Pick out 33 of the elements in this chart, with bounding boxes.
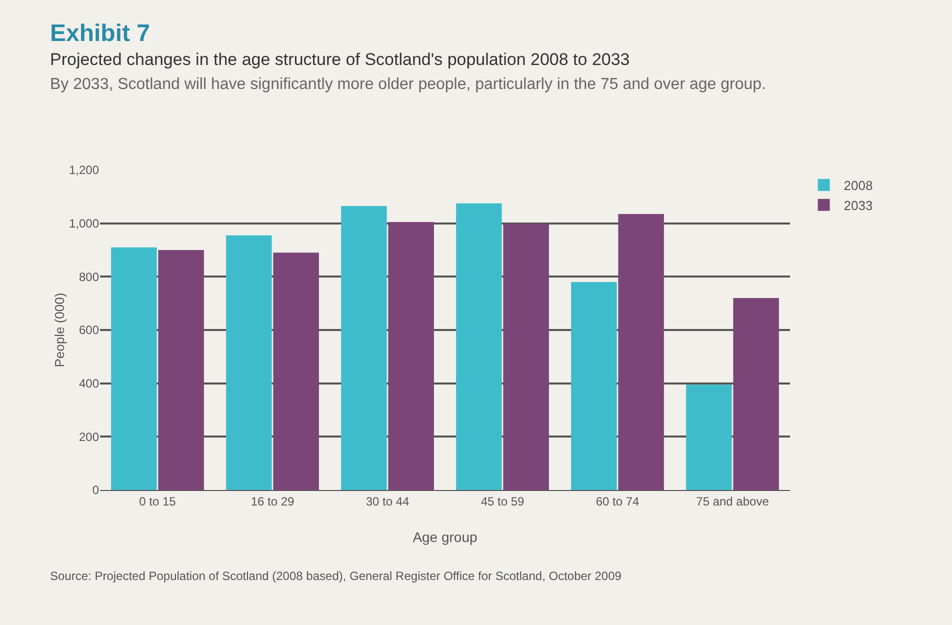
x-tick-label: 45 to 59 — [480, 494, 525, 508]
bar — [686, 384, 732, 490]
x-tick-label: 75 and above — [696, 494, 770, 508]
x-tick-label: 30 to 44 — [366, 494, 410, 508]
bar — [111, 247, 157, 490]
legend-label: 2033 — [844, 198, 873, 213]
bar — [733, 298, 779, 490]
bar — [341, 206, 387, 490]
text: By 2033, Scotland will have significantly more older people, particularly in the 75 and over age group. — [50, 75, 767, 95]
bar — [226, 235, 272, 490]
x-tick-label: 16 to 29 — [250, 494, 295, 508]
y-tick-label: 200 — [78, 430, 100, 444]
bar — [571, 282, 617, 490]
bar — [503, 223, 549, 490]
chart-subtitle: Projected changes in the age structure of Scotland's population 2008 to 2033 — [50, 50, 631, 70]
bar — [158, 250, 204, 490]
chart-title: Exhibit 7 — [50, 20, 150, 48]
y-tick-label: 600 — [78, 323, 100, 338]
x-axis-title: Age group — [412, 529, 478, 545]
y-tick-label: 1,200 — [68, 163, 100, 178]
y-tick-label: 1,000 — [68, 216, 100, 231]
bar — [273, 252, 319, 490]
bar — [456, 203, 502, 490]
y-axis-title: People (000) — [52, 292, 67, 368]
x-tick-label: 60 to 74 — [596, 494, 640, 508]
bar — [388, 222, 434, 490]
bar — [618, 214, 664, 490]
y-tick-label: 800 — [78, 270, 100, 284]
y-tick-label: 400 — [78, 376, 100, 391]
x-tick-label: 0 to 15 — [139, 494, 176, 508]
source-note: Source: Projected Population of Scotland (2008 based), General Register Office for Scotland, October 2009 — [50, 568, 622, 584]
y-tick-label: 0 — [92, 483, 100, 498]
legend-label: 2008 — [844, 178, 873, 194]
